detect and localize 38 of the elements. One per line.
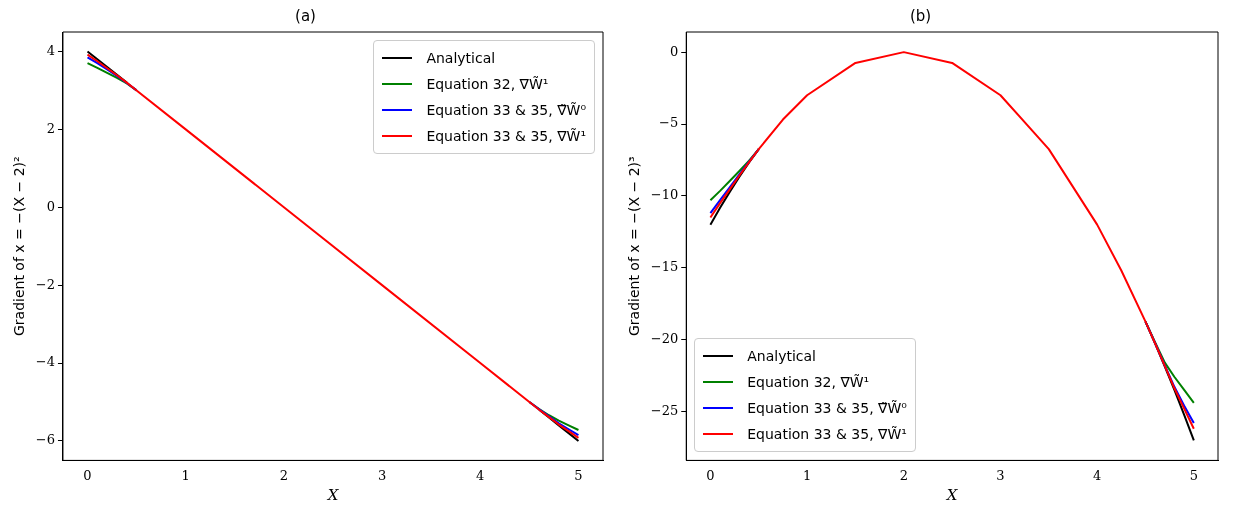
y-tick-label: −25 (650, 402, 679, 418)
y-tick-label: −4 (35, 354, 55, 370)
x-tick-label: 4 (1093, 467, 1102, 483)
chart-title: (b) (909, 6, 932, 25)
x-tick-label: 3 (996, 467, 1005, 483)
y-tick-label: 0 (669, 43, 679, 59)
y-tick-label: 2 (46, 120, 55, 136)
y-tick-label: −2 (35, 276, 55, 292)
x-axis-title: X (945, 485, 959, 504)
x-tick-label: 1 (181, 467, 190, 483)
legend-label: Equation 33 & 35, ∇W̃¹ (426, 128, 586, 144)
x-tick-label: 5 (574, 467, 583, 483)
y-axis-title: Gradient of x = −(X − 2)² (11, 156, 28, 337)
legend-label: Analytical (426, 50, 496, 66)
legend-label: Equation 33 & 35, ∇W̃¹ (747, 426, 907, 443)
y-tick-label: −10 (650, 187, 679, 203)
y-tick-label: −6 (35, 432, 55, 448)
legend-label: Analytical (747, 348, 816, 365)
legend-label: Equation 33 & 35, ∇̃W̃⁰ (426, 102, 586, 118)
x-tick-label: 4 (476, 467, 485, 483)
y-tick-label: 4 (46, 42, 55, 58)
legend-label: Equation 33 & 35, ∇̃W̃⁰ (747, 400, 907, 417)
x-axis-title: X (326, 485, 340, 504)
x-tick-label: 0 (706, 467, 715, 483)
legend-label: Equation 32, ∇W̃¹ (426, 76, 549, 92)
x-tick-label: 2 (279, 467, 289, 483)
x-tick-label: 5 (1189, 467, 1198, 483)
x-tick-label: 2 (899, 467, 908, 483)
chart-title: (a) (295, 6, 316, 25)
y-tick-label: −20 (650, 331, 679, 347)
x-tick-label: 0 (83, 467, 92, 483)
y-tick-label: −15 (650, 259, 679, 275)
x-tick-label: 3 (377, 467, 387, 483)
y-tick-label: 0 (46, 198, 55, 214)
legend-label: Equation 32, ∇W̃¹ (747, 374, 870, 391)
y-tick-label: −5 (659, 115, 679, 131)
y-axis-title: Gradient of x = −(X − 2)³ (626, 156, 643, 337)
x-tick-label: 1 (802, 467, 812, 483)
